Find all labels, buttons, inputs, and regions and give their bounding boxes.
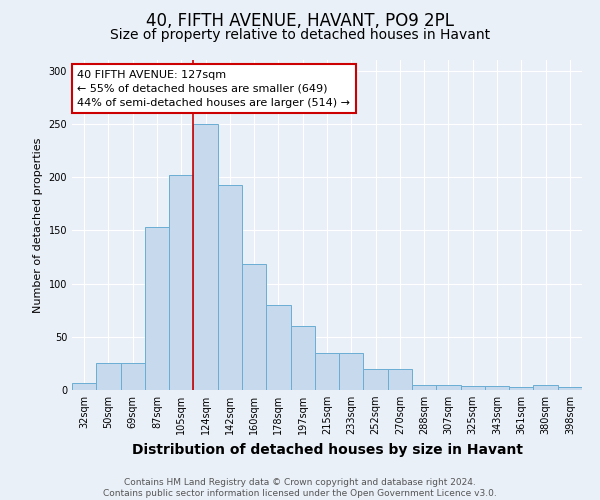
Bar [436,384,461,390]
X-axis label: Distribution of detached houses by size in Havant: Distribution of detached houses by size … [131,442,523,456]
Bar [364,368,388,390]
Bar [533,384,558,390]
Bar [412,384,436,390]
Bar [509,387,533,390]
Bar [461,386,485,390]
Bar [96,364,121,390]
Bar [266,305,290,390]
Text: Contains HM Land Registry data © Crown copyright and database right 2024.
Contai: Contains HM Land Registry data © Crown c… [103,478,497,498]
Bar [558,387,582,390]
Bar [388,368,412,390]
Text: 40, FIFTH AVENUE, HAVANT, PO9 2PL: 40, FIFTH AVENUE, HAVANT, PO9 2PL [146,12,454,30]
Bar [218,184,242,390]
Bar [145,227,169,390]
Text: Size of property relative to detached houses in Havant: Size of property relative to detached ho… [110,28,490,42]
Bar [339,352,364,390]
Bar [193,124,218,390]
Y-axis label: Number of detached properties: Number of detached properties [33,138,43,312]
Bar [72,382,96,390]
Bar [290,326,315,390]
Bar [121,364,145,390]
Bar [169,175,193,390]
Text: 40 FIFTH AVENUE: 127sqm
← 55% of detached houses are smaller (649)
44% of semi-d: 40 FIFTH AVENUE: 127sqm ← 55% of detache… [77,70,350,108]
Bar [315,352,339,390]
Bar [242,264,266,390]
Bar [485,386,509,390]
